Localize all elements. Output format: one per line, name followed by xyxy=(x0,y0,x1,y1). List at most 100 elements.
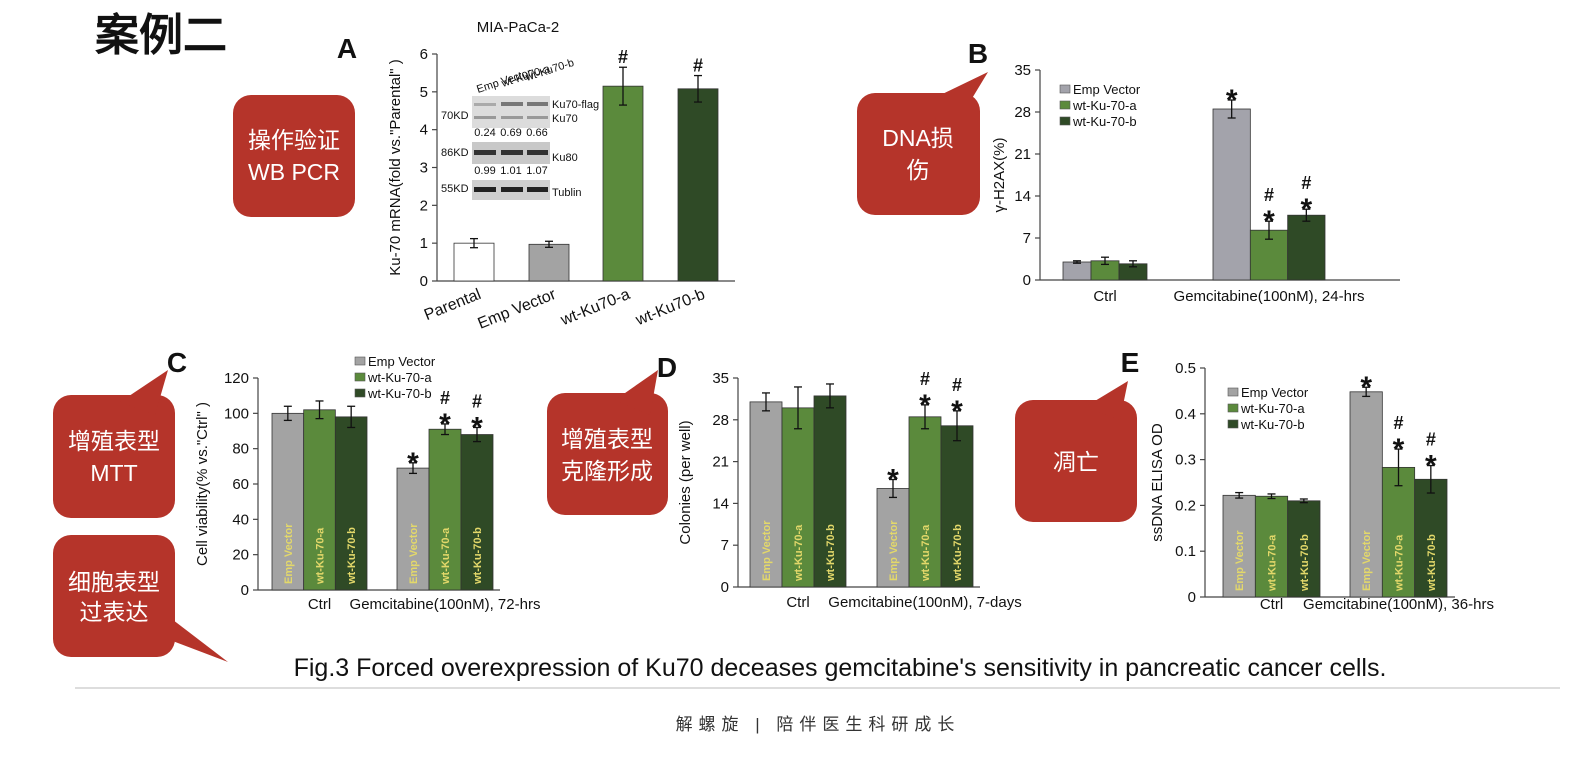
error-bar xyxy=(1101,256,1109,266)
legend-label: wt-Ku-70-a xyxy=(1240,401,1305,416)
in-bar-label: wt-Ku-70-a xyxy=(793,524,805,582)
y-tick-label: 6 xyxy=(420,46,428,63)
significance-mark: * xyxy=(919,389,931,422)
chart-title: MIA-PaCa-2 xyxy=(477,19,560,36)
significance-mark: * xyxy=(439,408,451,441)
y-tick-label: 60 xyxy=(232,476,249,493)
legend-label: wt-Ku-70-b xyxy=(367,386,432,401)
error-bar xyxy=(762,392,770,412)
panel-label: E xyxy=(1121,347,1140,378)
bar xyxy=(271,412,305,591)
callout-text: 增殖表型 xyxy=(561,426,653,452)
x-tick-label: Ctrl xyxy=(308,596,331,613)
error-bar xyxy=(921,404,929,430)
error-bar xyxy=(473,426,481,443)
bar xyxy=(453,242,495,282)
panel-label: C xyxy=(167,347,187,378)
bar xyxy=(1381,466,1416,598)
y-axis-label: Cell viability(% vs."Ctrl" ) xyxy=(194,402,211,566)
y-tick-label: 0 xyxy=(1023,272,1031,289)
callout-text: 操作验证 xyxy=(248,127,340,153)
bar xyxy=(781,407,815,588)
error-bar xyxy=(1362,386,1371,398)
significance-mark: # xyxy=(1426,430,1436,450)
legend-label: wt-Ku-70-b xyxy=(1072,114,1137,129)
y-tick-label: 7 xyxy=(1023,230,1031,247)
error-bar xyxy=(441,423,449,436)
significance-mark: * xyxy=(1300,193,1312,226)
legend-label: Emp Vector xyxy=(1241,385,1309,400)
significance-mark: * xyxy=(887,464,899,497)
band-label: Ku70-flag xyxy=(552,99,599,111)
bar xyxy=(813,395,847,588)
y-tick-label: 21 xyxy=(1014,146,1031,163)
error-bar xyxy=(794,386,802,430)
y-tick-label: 20 xyxy=(232,547,249,564)
legend-swatch xyxy=(1227,387,1239,397)
y-tick-label: 35 xyxy=(1014,62,1031,79)
error-bar xyxy=(545,240,553,248)
error-bar xyxy=(1426,464,1435,494)
size-marker: 70KD xyxy=(441,110,469,122)
y-tick-label: 2 xyxy=(420,197,428,214)
bar xyxy=(1212,108,1251,281)
error-bar xyxy=(470,237,478,249)
y-axis-label: Colonies (per well) xyxy=(677,420,694,544)
in-bar-label: wt-Ku-70-b xyxy=(346,527,358,585)
error-bar xyxy=(315,400,324,420)
in-bar-label: wt-Ku-70-a xyxy=(1394,534,1406,592)
in-bar-label: Emp Vector xyxy=(1361,530,1373,591)
legend-label: wt-Ku-70-a xyxy=(367,370,432,385)
bar xyxy=(1254,495,1289,598)
callout: 增殖表型 克隆形成 xyxy=(547,370,668,515)
bar xyxy=(749,401,783,588)
y-tick-label: 80 xyxy=(232,441,249,458)
y-tick-label: 0.3 xyxy=(1175,452,1196,469)
callout: 凋亡 xyxy=(1015,381,1137,522)
panel-label: D xyxy=(657,352,677,383)
y-tick-label: 0 xyxy=(721,579,729,596)
error-bar xyxy=(1073,260,1081,264)
significance-mark: # xyxy=(920,369,930,389)
size-marker: 86KD xyxy=(441,147,469,159)
callout-text: DNA损 xyxy=(882,125,954,151)
in-bar-label: wt-Ku-70-a xyxy=(920,524,932,582)
bar xyxy=(1222,494,1256,598)
bar xyxy=(876,488,910,588)
significance-mark: # xyxy=(1264,185,1274,205)
error-bar xyxy=(1265,220,1273,240)
significance-mark: # xyxy=(440,388,450,408)
density-value: 1.07 xyxy=(526,165,547,177)
x-tick-label: Gemcitabine(100nM), 7-days xyxy=(828,594,1021,611)
error-bar xyxy=(347,405,356,429)
x-tick-label: Gemcitabine(100nM), 36-hrs xyxy=(1303,596,1494,613)
callout-text: WB PCR xyxy=(248,159,340,185)
legend-swatch xyxy=(1059,84,1071,94)
bar xyxy=(1287,500,1321,598)
panel-label: A xyxy=(337,33,357,64)
y-tick-label: 1 xyxy=(420,235,428,252)
significance-mark: * xyxy=(1425,450,1437,483)
callout-text: 伤 xyxy=(907,157,930,183)
error-bar xyxy=(1394,448,1403,487)
legend-label: Emp Vector xyxy=(368,354,436,369)
size-marker: 55KD xyxy=(441,183,469,195)
error-bar xyxy=(1129,260,1137,268)
density-value: 0.99 xyxy=(474,165,495,177)
bar xyxy=(1287,214,1326,281)
legend-swatch xyxy=(1059,100,1071,110)
legend-swatch xyxy=(354,388,366,398)
y-tick-label: 120 xyxy=(224,370,249,387)
legend-swatch xyxy=(354,356,366,366)
band-label: Ku80 xyxy=(552,152,578,164)
significance-mark: * xyxy=(1226,84,1238,117)
x-tick-label: Gemcitabine(100nM), 24-hrs xyxy=(1174,288,1365,305)
in-bar-label: wt-Ku-70-b xyxy=(952,524,964,582)
y-tick-label: 28 xyxy=(1014,104,1031,121)
bar xyxy=(1414,478,1448,598)
y-axis-label: γ-H2AX(%) xyxy=(991,137,1008,212)
significance-mark: # xyxy=(952,375,962,395)
y-tick-label: 40 xyxy=(232,511,249,528)
caption: Fig.3 Forced overexpression of Ku70 dece… xyxy=(294,654,1387,682)
y-tick-label: 3 xyxy=(420,160,428,177)
